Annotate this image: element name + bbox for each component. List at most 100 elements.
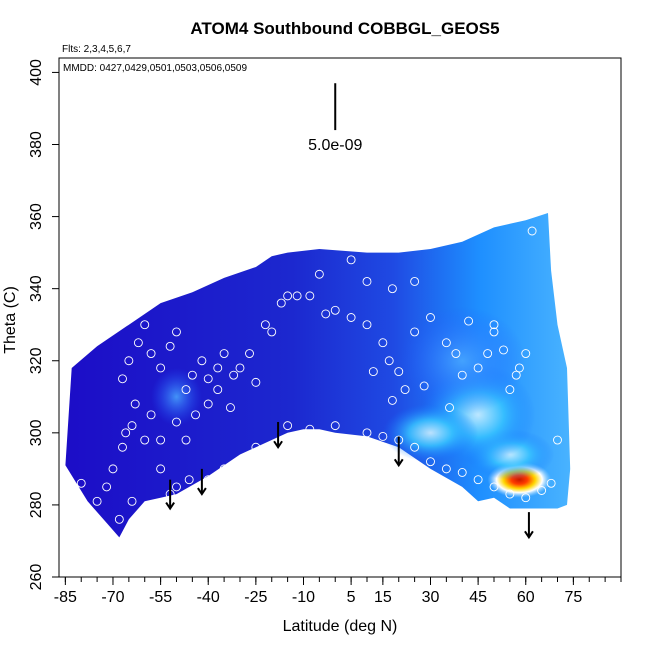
x-tick-label: -85 (54, 589, 77, 606)
sample-point (483, 349, 493, 358)
sample-point (505, 489, 515, 499)
sample-point (410, 442, 420, 452)
sample-point (219, 464, 229, 474)
sample-point (527, 226, 537, 236)
sample-point (464, 316, 474, 326)
sample-point (197, 356, 207, 366)
sample-point (330, 421, 340, 431)
sample-point (203, 399, 213, 409)
sample-point (127, 496, 137, 506)
sample-point (378, 338, 388, 348)
flights-label: Flts: 2,3,4,5,6,7 (62, 44, 131, 55)
y-tick-label: 260 (28, 564, 45, 591)
sample-point (305, 424, 315, 434)
x-tick-label: 15 (374, 589, 392, 606)
x-axis-label: Latitude (deg N) (283, 618, 398, 635)
sample-point (400, 385, 410, 395)
flight-arrow (197, 468, 207, 496)
sample-point (130, 399, 140, 409)
sample-point (330, 305, 340, 315)
sample-point (191, 410, 200, 420)
x-tick-label: 5 (347, 589, 356, 606)
sample-point (83, 514, 93, 524)
sample-point (276, 298, 286, 308)
sample-point (292, 291, 302, 301)
x-tick-label: -70 (101, 589, 124, 606)
sample-point (362, 277, 372, 286)
sample-point (521, 349, 531, 358)
sample-point (314, 269, 324, 279)
sample-point (235, 363, 245, 373)
sample-point (251, 442, 261, 452)
flight-arrow (393, 436, 404, 468)
sample-point (368, 367, 378, 377)
flight-arrow (524, 512, 534, 540)
sample-point (156, 464, 166, 474)
sample-point (235, 457, 245, 467)
sample-point (203, 374, 213, 384)
sample-point (394, 367, 404, 377)
sample-point (114, 514, 124, 524)
sample-point (127, 421, 137, 431)
scale-label: 5.0e-09 (308, 137, 362, 154)
sample-point (489, 320, 499, 330)
sample-point (410, 327, 420, 337)
sample-point (245, 349, 254, 358)
sample-point (521, 493, 531, 503)
flight-arrow (165, 479, 175, 511)
sample-point (118, 442, 127, 452)
sample-point (203, 475, 213, 485)
sample-point (457, 370, 467, 380)
sample-point (378, 431, 388, 441)
sample-point (410, 277, 420, 286)
sample-point (283, 421, 293, 431)
plot-area (65, 213, 571, 540)
enhanced-regions (151, 306, 555, 498)
sample-point (181, 385, 191, 395)
sample-point (146, 410, 156, 420)
enhanced-region (382, 404, 479, 462)
sample-point (172, 482, 181, 492)
flight-arrow (273, 422, 283, 450)
sample-point (473, 363, 483, 373)
sample-point (451, 349, 461, 358)
sample-point (187, 370, 197, 380)
sample-point (305, 291, 315, 301)
sample-markers (76, 226, 562, 524)
sample-point (384, 356, 394, 366)
sample-point (260, 320, 270, 330)
sample-point (473, 475, 483, 485)
flight-arrows (165, 422, 534, 540)
sample-point (140, 435, 150, 445)
sample-point (441, 338, 451, 348)
y-tick-label: 380 (28, 131, 45, 158)
x-tick-label: -40 (197, 589, 220, 606)
sample-point (283, 291, 293, 301)
sample-point (146, 349, 156, 358)
sample-point (181, 435, 191, 445)
sample-point (213, 363, 223, 373)
sample-point (537, 486, 547, 495)
y-tick-label: 340 (28, 275, 45, 302)
sample-point (178, 496, 188, 506)
sample-point (156, 435, 166, 445)
sample-point (251, 377, 261, 387)
sample-point (92, 496, 102, 506)
sample-point (546, 478, 556, 488)
sample-point (387, 284, 397, 294)
y-tick-label: 400 (28, 59, 45, 86)
sample-point (121, 428, 131, 438)
sample-point (346, 255, 356, 265)
sample-point (187, 493, 197, 503)
x-tick-label: 75 (564, 589, 582, 606)
sample-point (108, 464, 118, 474)
sample-point (172, 417, 181, 427)
sample-point (102, 482, 112, 492)
x-tick-label: -10 (292, 589, 315, 606)
sample-point (321, 309, 331, 319)
y-axis: 260 280 300 320 340 360 380 400 (28, 59, 59, 590)
sample-point (489, 327, 499, 337)
y-axis-label: Theta (C) (2, 286, 19, 354)
sample-point (184, 475, 194, 485)
